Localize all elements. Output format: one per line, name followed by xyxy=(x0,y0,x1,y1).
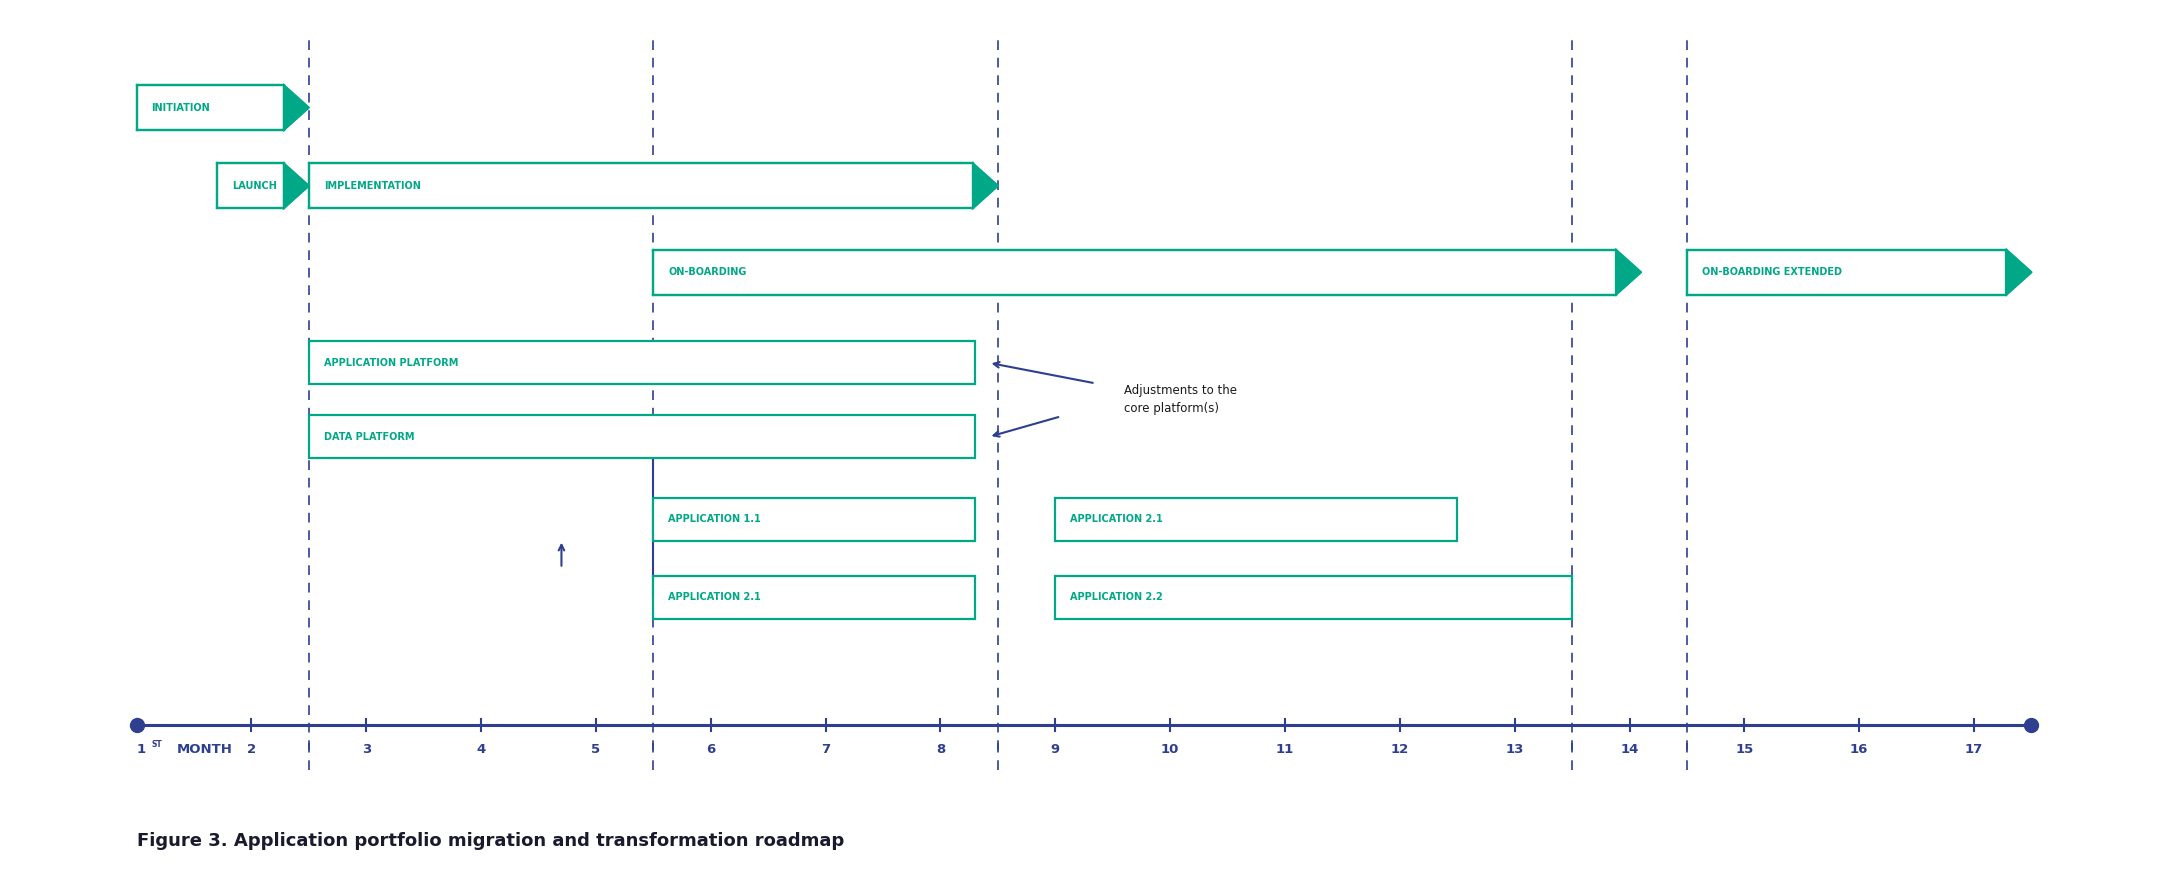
Text: Figure 3. Application portfolio migration and transformation roadmap: Figure 3. Application portfolio migratio… xyxy=(137,832,843,850)
Text: APPLICATION 1.1: APPLICATION 1.1 xyxy=(668,514,761,524)
Text: 16: 16 xyxy=(1849,744,1869,756)
Bar xyxy=(653,576,976,619)
Text: 14: 14 xyxy=(1619,744,1639,756)
Bar xyxy=(217,163,284,208)
Text: 12: 12 xyxy=(1390,744,1409,756)
Text: 13: 13 xyxy=(1505,744,1524,756)
Text: APPLICATION PLATFORM: APPLICATION PLATFORM xyxy=(323,358,457,368)
Bar xyxy=(137,85,284,131)
Bar xyxy=(1687,250,2005,295)
Text: DATA PLATFORM: DATA PLATFORM xyxy=(323,432,414,442)
Text: Adjustments to the
core platform(s): Adjustments to the core platform(s) xyxy=(1125,385,1238,415)
Bar xyxy=(308,341,976,385)
Text: 15: 15 xyxy=(1734,744,1754,756)
Text: LAUNCH: LAUNCH xyxy=(232,181,278,191)
Bar xyxy=(1056,497,1457,541)
Bar xyxy=(653,497,976,541)
Text: 3: 3 xyxy=(362,744,371,756)
Text: MONTH: MONTH xyxy=(178,744,232,756)
Text: APPLICATION 2.1: APPLICATION 2.1 xyxy=(668,593,761,602)
Bar xyxy=(653,250,1615,295)
Text: 9: 9 xyxy=(1051,744,1060,756)
Text: 6: 6 xyxy=(707,744,715,756)
Text: ST: ST xyxy=(152,740,163,749)
Text: 17: 17 xyxy=(1964,744,1984,756)
Text: 4: 4 xyxy=(477,744,486,756)
Text: 8: 8 xyxy=(937,744,945,756)
Text: 5: 5 xyxy=(592,744,601,756)
Polygon shape xyxy=(1615,250,1641,295)
Polygon shape xyxy=(973,163,997,208)
Polygon shape xyxy=(284,163,308,208)
Text: ON-BOARDING: ON-BOARDING xyxy=(668,267,746,277)
Text: ON-BOARDING EXTENDED: ON-BOARDING EXTENDED xyxy=(1702,267,1843,277)
Bar xyxy=(1056,576,1572,619)
Text: INITIATION: INITIATION xyxy=(152,102,210,113)
Text: IMPLEMENTATION: IMPLEMENTATION xyxy=(323,181,421,191)
Polygon shape xyxy=(2005,250,2031,295)
Text: 1: 1 xyxy=(137,744,145,756)
Text: 11: 11 xyxy=(1275,744,1294,756)
Text: 2: 2 xyxy=(247,744,256,756)
Bar xyxy=(308,163,973,208)
Text: APPLICATION 2.1: APPLICATION 2.1 xyxy=(1071,514,1162,524)
Bar xyxy=(308,415,976,459)
Text: 7: 7 xyxy=(822,744,830,756)
Text: APPLICATION 2.2: APPLICATION 2.2 xyxy=(1071,593,1162,602)
Polygon shape xyxy=(284,85,308,131)
Text: 10: 10 xyxy=(1160,744,1179,756)
